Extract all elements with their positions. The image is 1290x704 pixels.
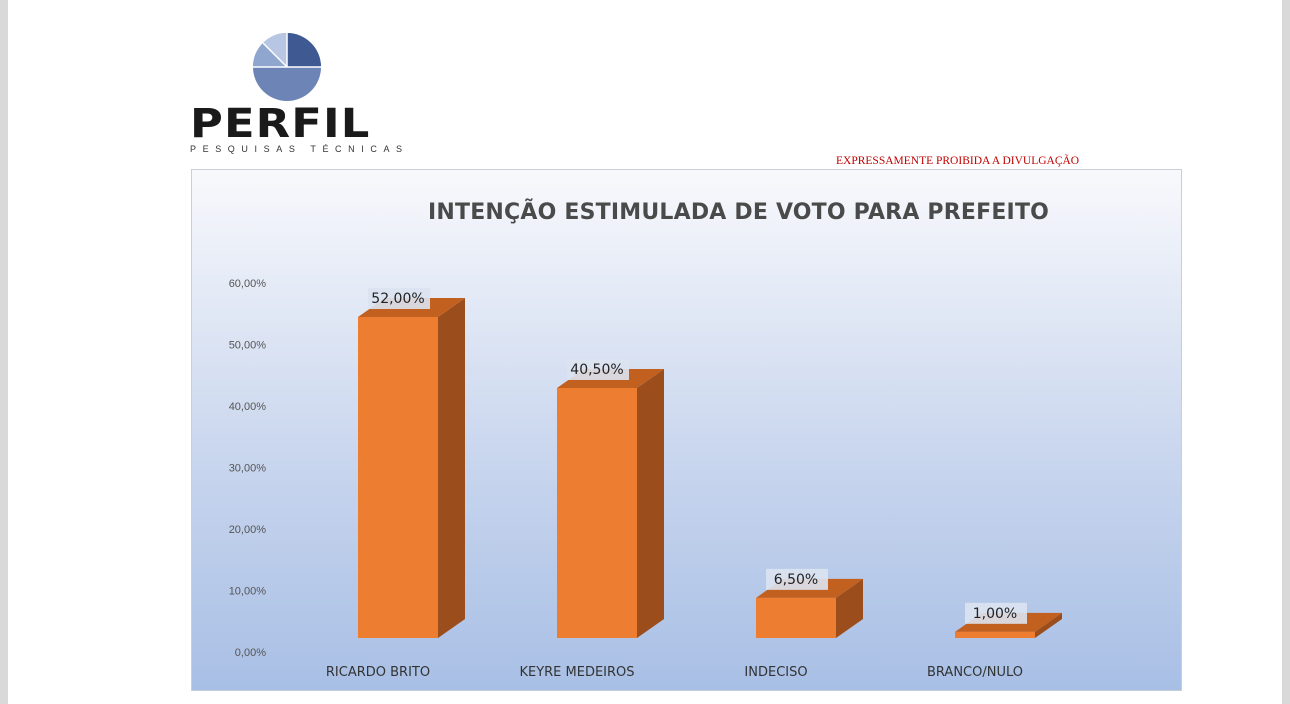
pie-logo-icon — [253, 33, 321, 101]
y-tick-label: 20,00% — [229, 524, 267, 536]
category-label: INDECISO — [744, 665, 807, 680]
bar — [557, 387, 637, 638]
category-label: BRANCO/NULO — [927, 665, 1023, 680]
bar — [955, 631, 1035, 638]
bar-side — [1035, 612, 1062, 638]
y-tick-label: 0,00% — [235, 647, 266, 659]
data-label-box — [965, 602, 1027, 624]
data-label-box — [567, 358, 629, 380]
bar — [358, 317, 438, 638]
y-tick-label: 60,00% — [229, 278, 267, 290]
confidentiality-notice: EXPRESSAMENTE PROIBIDA A DIVULGAÇÃO — [836, 155, 1080, 167]
y-tick-label: 50,00% — [229, 340, 267, 352]
data-label: 52,00% — [371, 291, 424, 307]
data-label: 1,00% — [973, 606, 1017, 622]
y-tick-label: 30,00% — [229, 463, 267, 475]
data-label-box — [766, 568, 828, 590]
bar-side — [637, 368, 664, 638]
logo-subtitle: PESQUISAS TÉCNICAS — [190, 144, 409, 154]
data-label: 40,50% — [570, 362, 623, 378]
data-label: 6,50% — [774, 572, 818, 588]
perfil-logo: PERFIL PESQUISAS TÉCNICAS — [190, 32, 409, 162]
bar-side — [836, 578, 863, 638]
logo-wordmark: PERFIL — [190, 101, 371, 147]
y-tick-label: 40,00% — [229, 401, 267, 413]
chart-title: INTENÇÃO ESTIMULADA DE VOTO PARA PREFEIT… — [428, 200, 1050, 225]
category-label: KEYRE MEDEIROS — [519, 665, 634, 680]
bar — [756, 597, 836, 638]
category-label: RICARDO BRITO — [326, 665, 430, 680]
y-tick-label: 10,00% — [229, 586, 267, 598]
data-label-box — [368, 288, 430, 309]
bar-side — [438, 298, 465, 638]
